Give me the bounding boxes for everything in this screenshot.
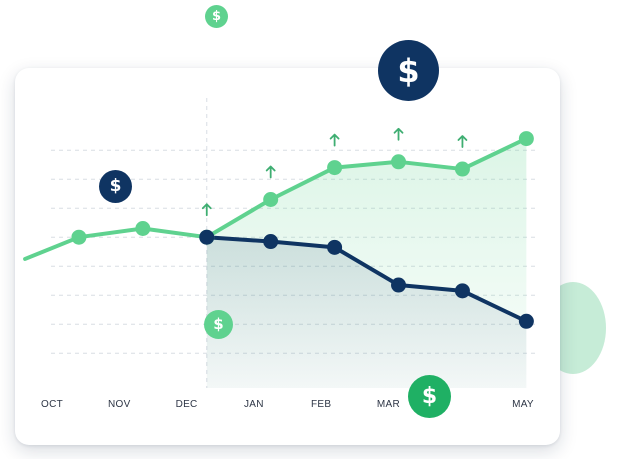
up-arrow-icon [265,165,276,179]
up-arrow-shape [201,203,212,217]
x-tick-label: MAY [512,399,534,410]
x-tick-label: NOV [108,399,131,410]
chart-card: OCT NOV DEC JAN FEB MAR MAY [15,68,560,445]
x-tick-label: FEB [311,399,331,410]
dollar-coin-symbol: $ [109,176,122,196]
up-arrow-icon [393,127,404,141]
green-data-point [391,154,407,170]
navy-series-line [204,235,529,324]
dollar-coin-icon-middle: $ [204,310,233,339]
x-tick-label: MAR [377,399,400,410]
dollar-coin-symbol: $ [213,315,224,333]
line-chart: OCT NOV DEC JAN FEB MAR MAY [23,98,535,410]
dollar-coin-icon-large: $ [378,40,439,101]
navy-data-point [327,239,343,255]
navy-data-point [263,234,279,250]
dollar-coin-icon-bottom: $ [408,375,451,418]
dollar-coin-icon-left: $ [99,170,132,203]
x-tick-label: OCT [41,399,63,410]
dollar-coin-symbol: $ [397,51,420,90]
navy-series-area [206,237,527,388]
dollar-coin-symbol: $ [211,9,222,24]
green-data-point [135,221,151,236]
x-tick-label: JAN [244,399,264,410]
dollar-coin-symbol: $ [421,383,438,409]
green-data-point [327,160,343,176]
up-arrow-icon [457,135,468,148]
green-data-point [518,131,534,147]
green-data-point [263,192,279,207]
navy-data-point [518,313,534,329]
x-tick-label: DEC [176,399,198,410]
up-arrow-icon [329,133,340,147]
up-arrow-shape [393,127,404,141]
up-arrow-icon [201,203,212,217]
dollar-coin-icon-top: $ [205,5,228,28]
up-arrow-shape [265,165,276,179]
navy-data-point [199,229,215,245]
green-data-point [454,161,470,177]
green-data-point [71,229,87,245]
up-arrow-shape [329,133,340,147]
navy-data-point [391,277,407,293]
up-arrow-shape [457,135,468,148]
navy-data-point [454,283,470,299]
